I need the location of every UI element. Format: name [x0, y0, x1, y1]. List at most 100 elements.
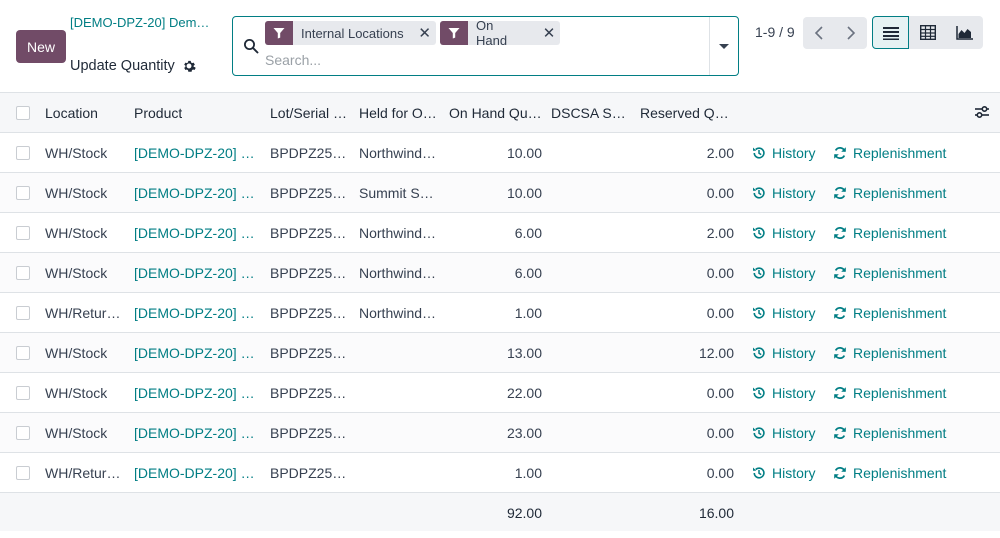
cell-held-for	[359, 413, 439, 453]
table-row[interactable]: WH/Stock [DEMO-DPZ-20] … BPDPZ25… 13.00 …	[0, 333, 1000, 373]
total-on-hand: 92.00	[506, 505, 542, 521]
pivot-view-button[interactable]	[909, 16, 946, 49]
table-row[interactable]: WH/Retur… [DEMO-DPZ-20] … BPDPZ25… North…	[0, 293, 1000, 333]
replenishment-label: Replenishment	[853, 385, 947, 401]
replenishment-button[interactable]: Replenishment	[833, 173, 946, 213]
cell-product[interactable]: [DEMO-DPZ-20] …	[134, 345, 255, 361]
cell-reserved: 0.00	[706, 185, 734, 201]
column-header-dscsa[interactable]: DSCSA S…	[551, 105, 626, 121]
row-checkbox[interactable]	[16, 346, 30, 360]
replenishment-button[interactable]: Replenishment	[833, 213, 946, 253]
row-checkbox[interactable]	[16, 306, 30, 320]
cell-on-hand: 1.00	[514, 305, 542, 321]
row-checkbox[interactable]	[16, 386, 30, 400]
cell-reserved: 2.00	[706, 145, 734, 161]
select-all-checkbox[interactable]	[16, 106, 30, 120]
search-input[interactable]	[265, 51, 695, 69]
search-bar[interactable]: Internal Locations ✕ On Hand ✕	[232, 16, 739, 76]
cell-location: WH/Stock	[45, 225, 108, 241]
table-row[interactable]: WH/Stock [DEMO-DPZ-20] … BPDPZ25… Northw…	[0, 133, 1000, 173]
cell-on-hand: 13.00	[506, 345, 542, 361]
total-reserved: 16.00	[698, 505, 734, 521]
replenishment-button[interactable]: Replenishment	[833, 453, 946, 493]
replenishment-label: Replenishment	[853, 185, 947, 201]
cell-location: WH/Stock	[45, 185, 108, 201]
graph-view-button[interactable]	[946, 16, 983, 49]
cell-product[interactable]: [DEMO-DPZ-20] …	[134, 265, 255, 281]
column-header-reserved[interactable]: Reserved Q…	[640, 105, 729, 121]
history-label: History	[772, 225, 816, 241]
history-button[interactable]: History	[752, 133, 816, 173]
replenishment-button[interactable]: Replenishment	[833, 133, 946, 173]
pager-next-button[interactable]	[835, 17, 867, 49]
replenishment-button[interactable]: Replenishment	[833, 413, 946, 453]
column-header-lot-serial[interactable]: Lot/Serial …	[270, 105, 348, 121]
chevron-left-icon	[814, 26, 823, 40]
pager-value[interactable]: 1-9 / 9	[755, 24, 795, 40]
replenishment-button[interactable]: Replenishment	[833, 293, 946, 333]
replenishment-button[interactable]: Replenishment	[833, 373, 946, 413]
history-button[interactable]: History	[752, 453, 816, 493]
chevron-down-icon	[719, 43, 729, 49]
column-header-held-for[interactable]: Held for O…	[359, 105, 437, 121]
cell-reserved: 0.00	[706, 265, 734, 281]
history-button[interactable]: History	[752, 213, 816, 253]
gear-icon[interactable]	[182, 59, 196, 73]
replenishment-label: Replenishment	[853, 145, 947, 161]
column-header-product[interactable]: Product	[134, 105, 183, 121]
history-button[interactable]: History	[752, 413, 816, 453]
row-checkbox[interactable]	[16, 226, 30, 240]
history-button[interactable]: History	[752, 373, 816, 413]
history-button[interactable]: History	[752, 253, 816, 293]
cell-product[interactable]: [DEMO-DPZ-20] …	[134, 305, 255, 321]
cell-reserved: 0.00	[706, 385, 734, 401]
cell-product[interactable]: [DEMO-DPZ-20] …	[134, 145, 255, 161]
row-checkbox[interactable]	[16, 146, 30, 160]
list-view-button[interactable]	[872, 16, 909, 49]
breadcrumb-parent-link[interactable]: [DEMO-DPZ-20] Dem…	[70, 15, 210, 30]
cell-location: WH/Stock	[45, 425, 108, 441]
cell-on-hand: 1.00	[514, 465, 542, 481]
history-button[interactable]: History	[752, 333, 816, 373]
cell-lot-serial: BPDPZ25…	[270, 265, 347, 281]
search-facet-on-hand: On Hand ✕	[440, 18, 560, 48]
column-header-location[interactable]: Location	[45, 105, 98, 121]
refresh-icon	[834, 347, 846, 359]
cell-held-for	[359, 453, 439, 493]
cell-product[interactable]: [DEMO-DPZ-20] …	[134, 465, 255, 481]
search-options-toggle[interactable]	[709, 17, 738, 75]
pager-previous-button[interactable]	[803, 17, 835, 49]
history-button[interactable]: History	[752, 173, 816, 213]
replenishment-label: Replenishment	[853, 345, 947, 361]
history-icon	[753, 267, 765, 279]
cell-product[interactable]: [DEMO-DPZ-20] …	[134, 185, 255, 201]
row-checkbox[interactable]	[16, 266, 30, 280]
cell-product[interactable]: [DEMO-DPZ-20] …	[134, 225, 255, 241]
cell-product[interactable]: [DEMO-DPZ-20] …	[134, 425, 255, 441]
row-checkbox[interactable]	[16, 186, 30, 200]
history-button[interactable]: History	[752, 293, 816, 333]
row-checkbox[interactable]	[16, 466, 30, 480]
new-button[interactable]: New	[16, 30, 66, 63]
replenishment-label: Replenishment	[853, 465, 947, 481]
close-icon[interactable]: ✕	[418, 25, 431, 42]
cell-product[interactable]: [DEMO-DPZ-20] …	[134, 385, 255, 401]
facet-label: Internal Locations	[301, 25, 404, 41]
row-checkbox[interactable]	[16, 426, 30, 440]
table-row[interactable]: WH/Stock [DEMO-DPZ-20] … BPDPZ25… Summit…	[0, 173, 1000, 213]
replenishment-button[interactable]: Replenishment	[833, 253, 946, 293]
history-icon	[753, 467, 765, 479]
table-row[interactable]: WH/Stock [DEMO-DPZ-20] … BPDPZ25… 22.00 …	[0, 373, 1000, 413]
column-header-on-hand[interactable]: On Hand Qu…	[449, 105, 542, 121]
replenishment-button[interactable]: Replenishment	[833, 333, 946, 373]
cell-held-for: Northwind…	[359, 265, 437, 281]
table-row[interactable]: WH/Stock [DEMO-DPZ-20] … BPDPZ25… 23.00 …	[0, 413, 1000, 453]
optional-columns-toggle-icon[interactable]	[974, 104, 990, 120]
history-label: History	[772, 385, 816, 401]
cell-location: WH/Stock	[45, 345, 108, 361]
close-icon[interactable]: ✕	[542, 25, 556, 42]
table-row[interactable]: WH/Stock [DEMO-DPZ-20] … BPDPZ25… Northw…	[0, 213, 1000, 253]
table-row[interactable]: WH/Retur… [DEMO-DPZ-20] … BPDPZ25… 1.00 …	[0, 453, 1000, 493]
table-row[interactable]: WH/Stock [DEMO-DPZ-20] … BPDPZ25… Northw…	[0, 253, 1000, 293]
history-icon	[753, 227, 765, 239]
